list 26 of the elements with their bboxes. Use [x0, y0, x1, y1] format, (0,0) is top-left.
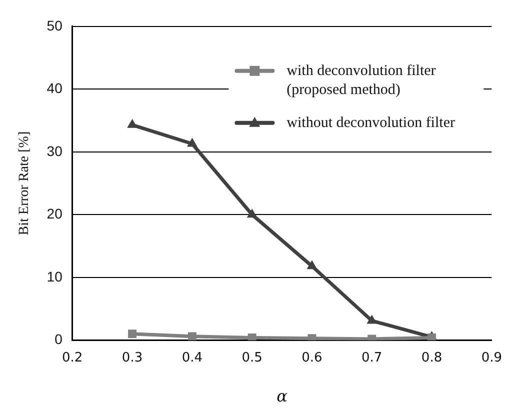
y-tick-label: 20 [46, 206, 63, 222]
x-tick-label: 0.3 [122, 350, 143, 366]
y-tick-label: 30 [46, 142, 63, 159]
point [366, 314, 378, 324]
x-tick-label: 0.8 [421, 350, 442, 366]
x-tick-label: 0.9 [481, 350, 502, 366]
y-tick-label: 40 [46, 80, 63, 96]
legend-label: with deconvolution filter (proposed method) [286, 62, 436, 98]
point [128, 330, 137, 338]
point [306, 260, 318, 270]
x-tick-label: 0.6 [302, 350, 322, 366]
point [188, 332, 196, 340]
point [127, 118, 138, 128]
y-axis-title: Bit Error Rate [%] [17, 131, 32, 236]
point [248, 333, 256, 340]
x-tick-label: 0.2 [62, 350, 83, 366]
x-axis-title: α [276, 386, 288, 406]
x-tick-label: 0.7 [362, 350, 382, 366]
y-tick-label: 50 [46, 17, 63, 34]
point [186, 138, 198, 147]
y-tick-label: 0 [54, 331, 63, 348]
legend-label: without deconvolution filter [286, 114, 455, 131]
y-tick-label: 10 [46, 268, 63, 284]
point [246, 208, 258, 218]
x-tick-label: 0.4 [182, 350, 203, 366]
x-tick-label: 0.5 [242, 350, 262, 366]
